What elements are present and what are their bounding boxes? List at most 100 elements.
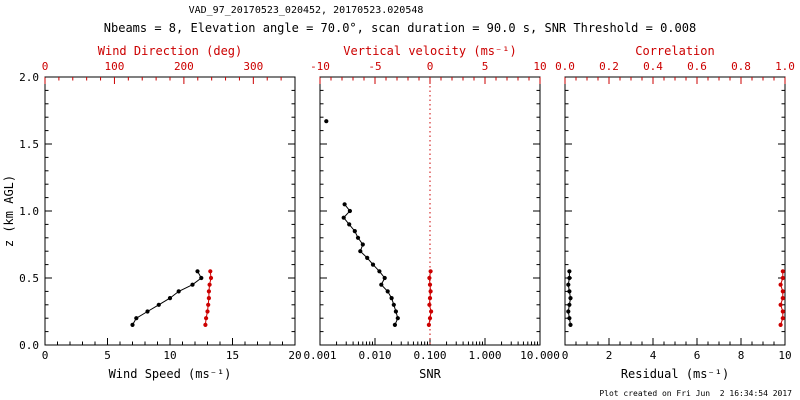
figure-subtitle: Nbeams = 8, Elevation angle = 70.0°, sca…: [103, 21, 697, 35]
data-point: [207, 282, 212, 287]
y-tick-label: 0.5: [19, 272, 39, 285]
data-point: [391, 302, 396, 307]
top-tick-label: 0.6: [687, 60, 707, 73]
data-point: [427, 316, 433, 321]
figure-title: VAD_97_20170523_020452, 20170523.020548: [188, 5, 424, 16]
top-tick-label: 0.4: [643, 60, 663, 73]
data-point: [365, 255, 370, 260]
data-point: [429, 309, 434, 314]
top-tick-label: -10: [310, 60, 330, 73]
top-axis-label: Correlation: [635, 44, 714, 58]
bottom-tick-label: 20: [288, 349, 301, 362]
data-point: [778, 282, 783, 287]
data-point: [567, 316, 572, 321]
data-point: [352, 229, 357, 234]
series-residual: [566, 269, 573, 327]
data-point: [206, 296, 211, 301]
creation-timestamp: Plot created on Fri Jun 2 16:34:54 2017: [599, 389, 792, 398]
data-point: [167, 296, 173, 301]
data-point: [382, 275, 387, 281]
top-axis-label: Vertical velocity (ms⁻¹): [343, 44, 516, 58]
panel-residual: 0 2 4 6 8 10 Residual (ms⁻¹) 0.0 0.2 0.4 0.6 0.8 1.0…: [555, 44, 795, 381]
bottom-tick-label: 1.000: [468, 349, 501, 362]
bottom-tick-label: 0.010: [358, 349, 391, 362]
series-line: [132, 271, 202, 326]
top-tick-label: 1.0: [775, 60, 795, 73]
top-tick-label: -5: [368, 60, 381, 73]
data-point: [395, 316, 400, 321]
data-point: [567, 269, 572, 274]
data-point: [377, 269, 382, 274]
data-point: [156, 302, 161, 307]
bottom-axis-label: Wind Speed (ms⁻¹): [109, 367, 232, 381]
data-point: [389, 296, 394, 301]
data-point: [566, 282, 571, 287]
top-tick-label: 10: [533, 60, 546, 73]
top-axis-label: Wind Direction (deg): [98, 44, 243, 58]
bottom-tick-label: 15: [226, 349, 239, 362]
data-point: [567, 289, 572, 294]
data-point: [347, 208, 352, 214]
series-wind-direction: [203, 269, 214, 327]
bottom-tick-label: 10: [163, 349, 176, 362]
series-correlation: [778, 269, 785, 327]
panel-frame: [44, 76, 296, 346]
top-tick-label: 0.8: [731, 60, 751, 73]
data-point: [780, 269, 785, 274]
data-point: [324, 119, 329, 124]
data-point: [428, 289, 433, 294]
data-point: [342, 202, 347, 207]
data-point: [778, 302, 783, 307]
bottom-tick-label: 0: [42, 349, 49, 362]
data-point: [206, 289, 211, 294]
data-point: [204, 316, 209, 321]
y-tick-label: 1.0: [19, 205, 39, 218]
series-wind-speed: [130, 269, 204, 327]
data-point: [427, 302, 432, 307]
y-tick-label: 1.5: [19, 138, 39, 151]
data-point: [347, 222, 352, 227]
panel-snr: 0.001 0.010 0.100 1.000 10.000 SNR -10 -5 0 5 10 Ve…: [303, 44, 559, 381]
data-point: [379, 282, 384, 287]
top-tick-label: 300: [243, 60, 263, 73]
data-point: [392, 322, 397, 327]
top-tick-label: 5: [482, 60, 489, 73]
top-tick-label: 0.2: [599, 60, 619, 73]
top-tick-label: 0: [42, 60, 49, 73]
top-tick-label: 100: [105, 60, 125, 73]
data-point: [568, 296, 573, 301]
data-point: [176, 289, 181, 294]
data-point: [195, 269, 200, 274]
data-point: [778, 322, 783, 327]
data-point: [427, 282, 433, 287]
data-point: [385, 289, 390, 294]
series-vertical-velocity: [426, 269, 434, 327]
data-point: [780, 309, 785, 314]
bottom-tick-label: 8: [738, 349, 745, 362]
data-point: [206, 302, 211, 307]
y-tick-label: 2.0: [19, 71, 39, 84]
series-line: [343, 203, 399, 326]
y-axis-label: z (km AGL): [2, 175, 16, 247]
bottom-tick-label: 6: [694, 349, 701, 362]
top-tick-label: 0: [427, 60, 434, 73]
data-point: [780, 289, 785, 294]
data-point: [341, 215, 346, 220]
bottom-tick-label: 10.000: [520, 349, 560, 362]
data-point: [780, 296, 785, 301]
series-snr-outlier: [324, 119, 329, 124]
bottom-tick-label: 2: [606, 349, 613, 362]
data-point: [426, 322, 431, 327]
series-snr-profile: [341, 202, 400, 327]
bottom-tick-label: 0.100: [413, 349, 446, 362]
panel-frame: [564, 76, 786, 346]
data-point: [566, 309, 571, 314]
y-tick-label: 0.0: [19, 339, 39, 352]
data-point: [203, 322, 208, 327]
bottom-tick-label: 10: [778, 349, 791, 362]
data-point: [567, 302, 572, 307]
bottom-tick-label: 0.001: [303, 349, 336, 362]
data-point: [393, 309, 398, 314]
